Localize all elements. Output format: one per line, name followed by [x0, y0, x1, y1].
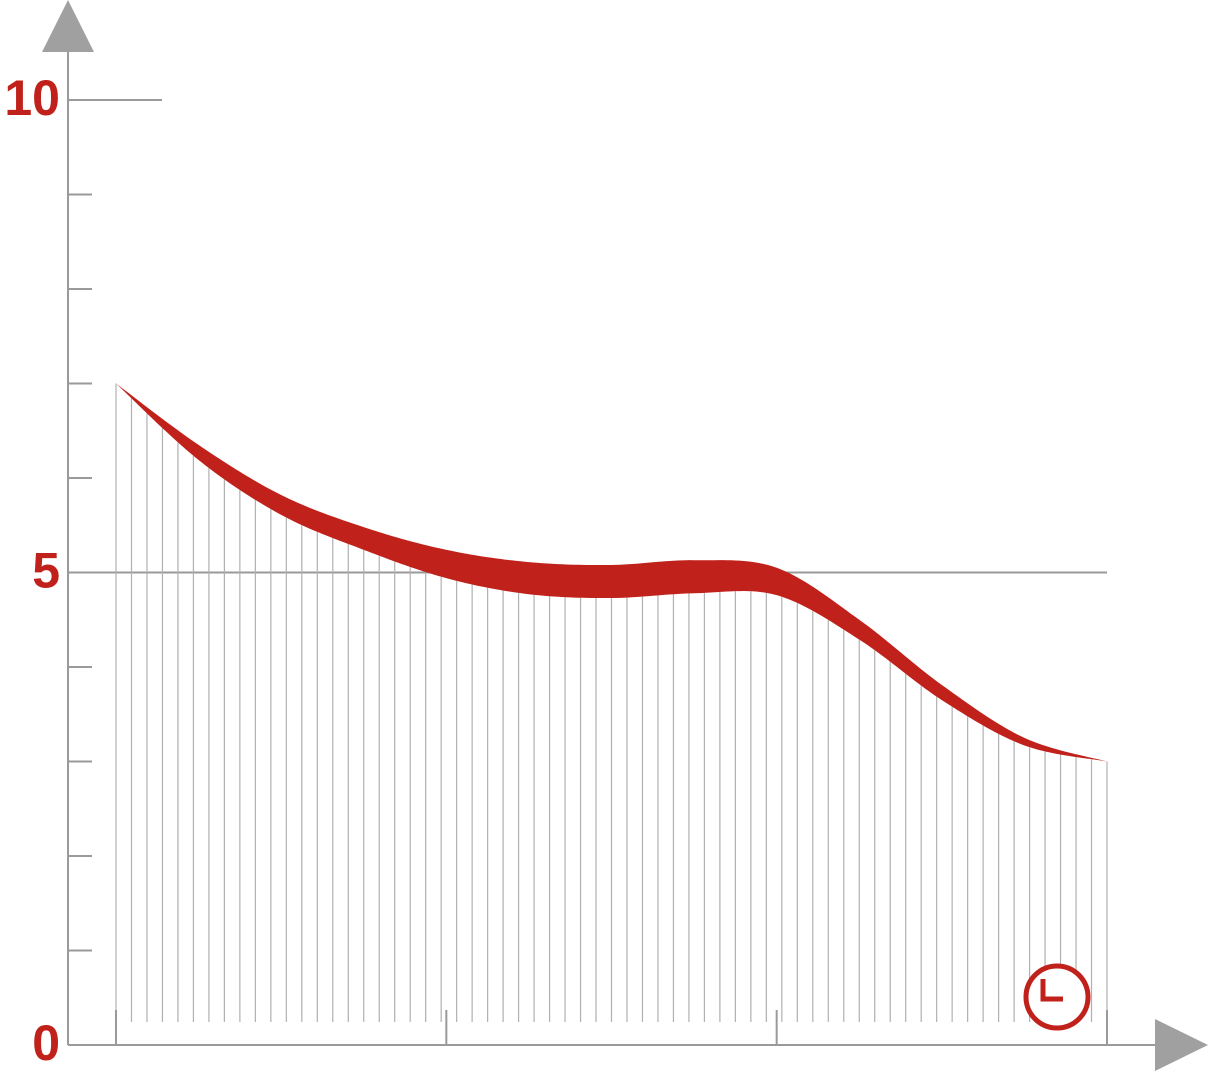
y-tick-label: 5 [32, 543, 60, 599]
y-tick-label: 0 [32, 1015, 60, 1071]
y-tick-label: 10 [4, 70, 60, 126]
x-axis-arrow [1155, 1019, 1208, 1071]
band [116, 383, 1107, 762]
y-axis-arrow [42, 0, 94, 52]
clock-icon [1023, 963, 1091, 1031]
clock-hands [1040, 979, 1063, 1002]
